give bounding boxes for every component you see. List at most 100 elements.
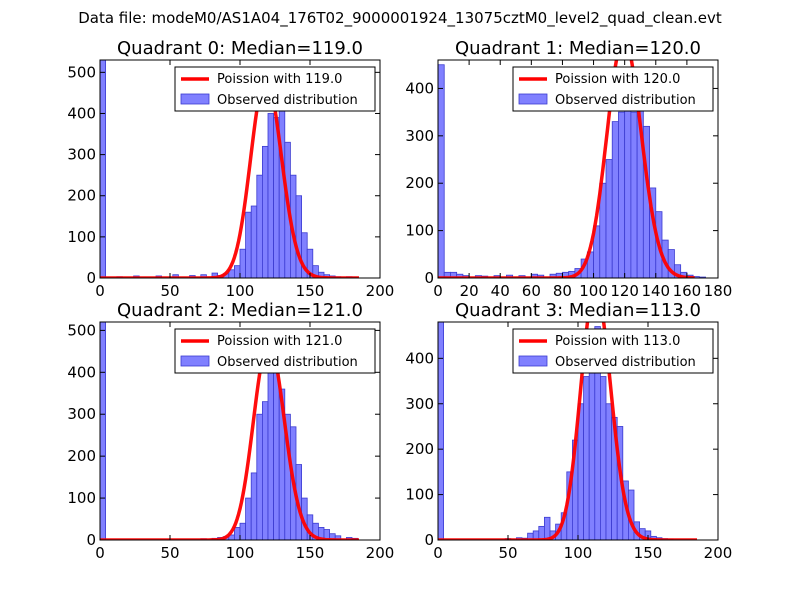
y-tick-label: 100 [405, 222, 434, 240]
y-tick-label: 300 [405, 395, 434, 413]
histogram-bar [674, 264, 682, 278]
y-tick-label: 0 [86, 531, 96, 549]
legend-label-fit: Poission with 120.0 [555, 72, 680, 87]
chart-panel-quadrant-2: Quadrant 2: Median=121.0 0 50 100 150 200 0 100… [67, 300, 394, 562]
legend-label-observed: Observed distribution [555, 93, 696, 108]
legend-bar-swatch [180, 93, 210, 105]
histogram-bar [256, 174, 263, 278]
legend-label-observed: Observed distribution [217, 93, 358, 108]
x-tick-label: 150 [296, 282, 325, 300]
x-tick-label: 100 [579, 282, 608, 300]
x-tick-label: 120 [610, 282, 639, 300]
histogram-bar [233, 527, 241, 540]
histogram-bar [267, 113, 274, 278]
y-tick-label: 500 [67, 63, 96, 81]
chart-panel-quadrant-3: Quadrant 3: Median=113.0 0 50 100 150 200 0 100… [405, 300, 732, 562]
histogram-bar [600, 376, 607, 540]
x-tick-label: 150 [296, 544, 325, 562]
x-tick-label: 40 [491, 282, 510, 300]
panel-title: Quadrant 2: Median=121.0 [117, 300, 363, 321]
figure-suptitle: Data file: modeM0/AS1A04_176T02_90000019… [78, 9, 722, 28]
poisson-fit-line [100, 75, 360, 278]
y-tick-label: 200 [67, 447, 96, 465]
x-tick-label: 200 [366, 544, 395, 562]
y-tick-label: 400 [405, 349, 434, 367]
x-tick-label: 50 [160, 544, 179, 562]
x-tick-label: 100 [226, 282, 255, 300]
legend: Poission with 121.0 Observed distribution [174, 328, 376, 374]
x-tick-label: 0 [433, 544, 443, 562]
histogram-bar [245, 497, 252, 540]
y-tick-label: 500 [67, 321, 96, 339]
histogram-bar [100, 322, 106, 540]
x-tick-label: 0 [433, 282, 443, 300]
x-tick-label: 0 [95, 544, 105, 562]
chart-panel-quadrant-0: Quadrant 0: Median=119.0 0 50 100 150 200 0 100… [67, 38, 394, 300]
histogram-bar [605, 403, 612, 540]
histogram-bar [250, 472, 258, 540]
histogram-bar [239, 248, 246, 278]
x-tick-label: 100 [564, 544, 593, 562]
panel-title: Quadrant 1: Median=120.0 [455, 38, 701, 59]
histogram-bar [261, 401, 269, 540]
histogram-bar [245, 211, 252, 278]
y-tick-label: 100 [405, 486, 434, 504]
histogram-bar [583, 376, 590, 540]
poisson-fit-line [100, 340, 360, 540]
histogram-bar [438, 64, 445, 278]
y-tick-label: 100 [67, 489, 96, 507]
x-tick-label: 0 [95, 282, 105, 300]
histogram-bar [544, 516, 551, 540]
legend: Poission with 119.0 Observed distribution [174, 66, 376, 112]
histogram-bar [250, 205, 258, 278]
legend-label-fit: Poission with 113.0 [555, 334, 680, 349]
x-tick-label: 140 [641, 282, 670, 300]
panel-title: Quadrant 3: Median=113.0 [455, 300, 701, 321]
histogram-bar [611, 121, 619, 278]
y-tick-label: 0 [86, 269, 96, 287]
plot-area [100, 60, 360, 278]
histogram-bar [239, 522, 246, 540]
y-tick-label: 400 [67, 104, 96, 122]
y-tick-label: 200 [405, 440, 434, 458]
legend-label-observed: Observed distribution [217, 355, 358, 370]
x-tick-label: 200 [366, 282, 395, 300]
y-tick-label: 400 [405, 79, 434, 97]
x-tick-label: 50 [160, 282, 179, 300]
x-tick-label: 160 [673, 282, 702, 300]
legend-label-observed: Observed distribution [555, 355, 696, 370]
histogram-bar [233, 265, 241, 278]
y-tick-label: 300 [67, 146, 96, 164]
y-tick-label: 300 [67, 405, 96, 423]
histogram-bar [295, 195, 302, 278]
histogram-bar [538, 525, 545, 540]
y-tick-label: 0 [424, 269, 434, 287]
histogram-bar [630, 111, 638, 278]
histogram-bar [100, 60, 106, 278]
histogram-bar [605, 159, 613, 278]
y-tick-label: 100 [67, 228, 96, 246]
y-tick-label: 300 [405, 127, 434, 145]
histogram-bar [256, 413, 263, 540]
x-tick-label: 150 [634, 544, 663, 562]
x-tick-label: 20 [460, 282, 479, 300]
legend-label-fit: Poission with 119.0 [217, 72, 342, 87]
x-tick-label: 180 [704, 282, 733, 300]
y-tick-label: 0 [424, 531, 434, 549]
x-tick-label: 60 [522, 282, 541, 300]
histogram-bar [618, 111, 626, 278]
legend: Poission with 113.0 Observed distribution [512, 328, 714, 374]
x-tick-label: 80 [553, 282, 572, 300]
legend-bar-swatch [180, 355, 210, 367]
y-tick-label: 200 [405, 174, 434, 192]
y-tick-label: 400 [67, 363, 96, 381]
legend-label-fit: Poission with 121.0 [217, 334, 342, 349]
histogram-bar [306, 248, 314, 278]
chart-panel-quadrant-1: Quadrant 1: Median=120.00 20 40 60 80 100 120 1… [405, 38, 732, 300]
panel-title: Quadrant 0: Median=119.0 [117, 38, 363, 59]
histogram-bar [267, 350, 274, 540]
x-tick-label: 100 [226, 544, 255, 562]
histogram-bar [273, 367, 280, 540]
legend: Poission with 120.0 Observed distribution [512, 66, 714, 112]
